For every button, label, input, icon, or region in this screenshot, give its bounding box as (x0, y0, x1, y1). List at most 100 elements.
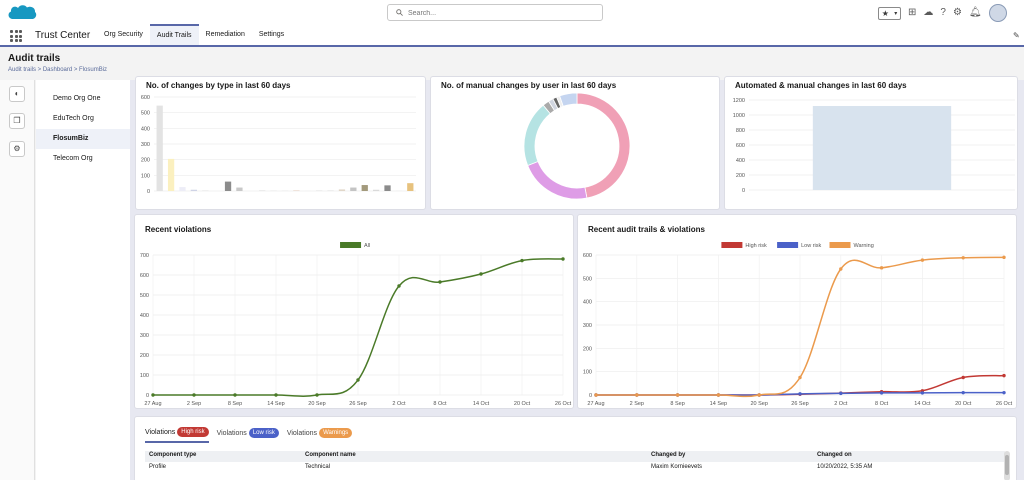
column-header-component-name[interactable]: Component name (305, 452, 356, 458)
low-risk-badge: Low risk (248, 428, 279, 438)
y-tick-label: 200 (736, 173, 745, 179)
data-point (879, 266, 884, 270)
y-tick-label: 400 (141, 126, 150, 132)
avatar-icon[interactable] (988, 4, 1007, 22)
data-point (233, 393, 237, 397)
data-point (675, 393, 680, 397)
y-tick-label: 600 (736, 143, 745, 149)
data-point (635, 393, 639, 397)
org-item-edutech-org[interactable]: EduTech Org (53, 115, 94, 122)
copy-icon[interactable]: ❐ (9, 113, 25, 129)
tab-audit-trails[interactable]: Audit Trails (149, 24, 199, 45)
x-tick-label: 20 Sep (308, 401, 325, 407)
org-item-flosumbiz[interactable]: FlosumBiz (36, 129, 130, 149)
data-point (561, 257, 565, 261)
data-point (1002, 390, 1006, 395)
data-point (920, 391, 925, 395)
favorites-button[interactable]: ★ ▾ (878, 6, 901, 20)
card-title: Recent violations (145, 225, 212, 234)
org-item-telecom-org[interactable]: Telecom Org (53, 155, 93, 162)
bar (812, 106, 952, 190)
x-tick-label: 26 Sep (791, 401, 808, 407)
question-icon[interactable]: ? (940, 7, 946, 18)
search-icon (396, 9, 403, 16)
search-input[interactable] (408, 7, 588, 19)
x-tick-label: 8 Sep (670, 401, 684, 407)
data-point (839, 267, 843, 271)
chevron-down-icon: ▾ (894, 10, 898, 17)
breadcrumb[interactable]: Audit trails > Dashboard > FlosumBiz (8, 67, 108, 73)
data-point (151, 393, 155, 397)
tab-remediation[interactable]: Remediation (205, 31, 245, 38)
y-tick-label: 0 (589, 393, 592, 399)
y-tick-label: 400 (736, 158, 745, 164)
audit-trails-violations-chart: 0 100 200 300 400 500 600 27 Aug 2 Sep 8 Sep 14 Se… (583, 242, 1013, 407)
y-tick-label: 600 (141, 95, 150, 101)
data-point (1002, 373, 1006, 378)
legend-label: High risk (745, 243, 767, 249)
app-launcher-icon[interactable] (10, 30, 22, 42)
y-tick-label: 1200 (733, 98, 745, 104)
tab-label: Violations (145, 428, 176, 436)
bar (293, 190, 300, 191)
tab-violations-warnings[interactable]: Violations Warnings (287, 428, 353, 442)
warnings-badge: Warnings (319, 428, 353, 438)
gear-icon[interactable]: ⚙ (952, 7, 962, 18)
cell-component-type: Profile (149, 464, 167, 470)
edit-nav-icon[interactable]: ✎ (1013, 31, 1020, 40)
plus-icon[interactable]: ⊞ (908, 7, 917, 18)
cloud-icon[interactable]: ☁ (923, 7, 934, 18)
data-point (961, 256, 965, 260)
x-tick-label: 20 Sep (750, 401, 767, 407)
column-header-component-type[interactable]: Component type (149, 452, 197, 458)
y-tick-label: 200 (140, 353, 149, 359)
y-tick-label: 100 (141, 173, 150, 179)
data-point (798, 375, 802, 380)
cell-changed-by: Maxim Kornieevets (651, 464, 703, 470)
x-tick-label: 14 Sep (267, 401, 284, 407)
data-point (920, 258, 925, 262)
tab-violations-low-risk[interactable]: Violations Low risk (217, 428, 279, 442)
sidebar-icon-bar: ◐ ❐ ⚙ (0, 80, 35, 480)
data-point (397, 284, 401, 288)
column-header-changed-by[interactable]: Changed by (651, 452, 686, 458)
tab-settings[interactable]: Settings (258, 31, 285, 38)
table-row[interactable]: Profile Technical Maxim Kornieevets 10/2… (145, 463, 1005, 474)
x-tick-label: 27 Aug (144, 401, 161, 407)
column-header-changed-on[interactable]: Changed on (817, 452, 852, 458)
bar (236, 187, 243, 191)
data-point (798, 392, 802, 396)
pie-slice (527, 160, 588, 200)
y-tick-label: 300 (583, 323, 592, 329)
tab-org-security[interactable]: Org Security (104, 31, 143, 38)
data-point (879, 391, 884, 395)
dashboard-icon[interactable]: ◐ (9, 86, 25, 102)
x-tick-label: 26 Sep (349, 401, 366, 407)
bar (156, 105, 163, 191)
y-tick-label: 200 (141, 158, 150, 164)
org-item-demo-org-one[interactable]: Demo Org One (53, 95, 101, 102)
bar (407, 183, 414, 191)
salesforce-logo[interactable] (7, 4, 37, 21)
bar (202, 190, 209, 191)
x-tick-label: 26 Oct (996, 401, 1013, 407)
tab-label: Violations (216, 429, 247, 437)
tab-violations-high-risk[interactable]: Violations High risk (145, 427, 209, 443)
org-list: Demo Org One EduTech Org FlosumBiz Telec… (36, 80, 130, 480)
pie-slice (576, 92, 631, 199)
y-tick-label: 400 (140, 313, 149, 319)
settings-icon[interactable]: ⚙ (9, 141, 25, 157)
y-tick-label: 300 (140, 333, 149, 339)
bell-icon[interactable]: 🔔︎ (968, 7, 982, 18)
table-scrollbar[interactable] (1004, 451, 1010, 480)
data-point (192, 393, 196, 397)
automated-manual-chart: 0 200 400 600 800 1000 1200 (733, 98, 1015, 194)
high-risk-badge: High risk (177, 427, 209, 437)
y-tick-label: 600 (140, 273, 149, 279)
y-tick-label: 500 (583, 276, 592, 282)
search-box[interactable] (387, 4, 603, 21)
y-tick-label: 800 (736, 128, 745, 134)
violation-tabs: Violations High risk Violations Low risk… (145, 427, 353, 443)
page-title: Audit trails (8, 53, 61, 64)
y-tick-label: 0 (147, 189, 150, 195)
